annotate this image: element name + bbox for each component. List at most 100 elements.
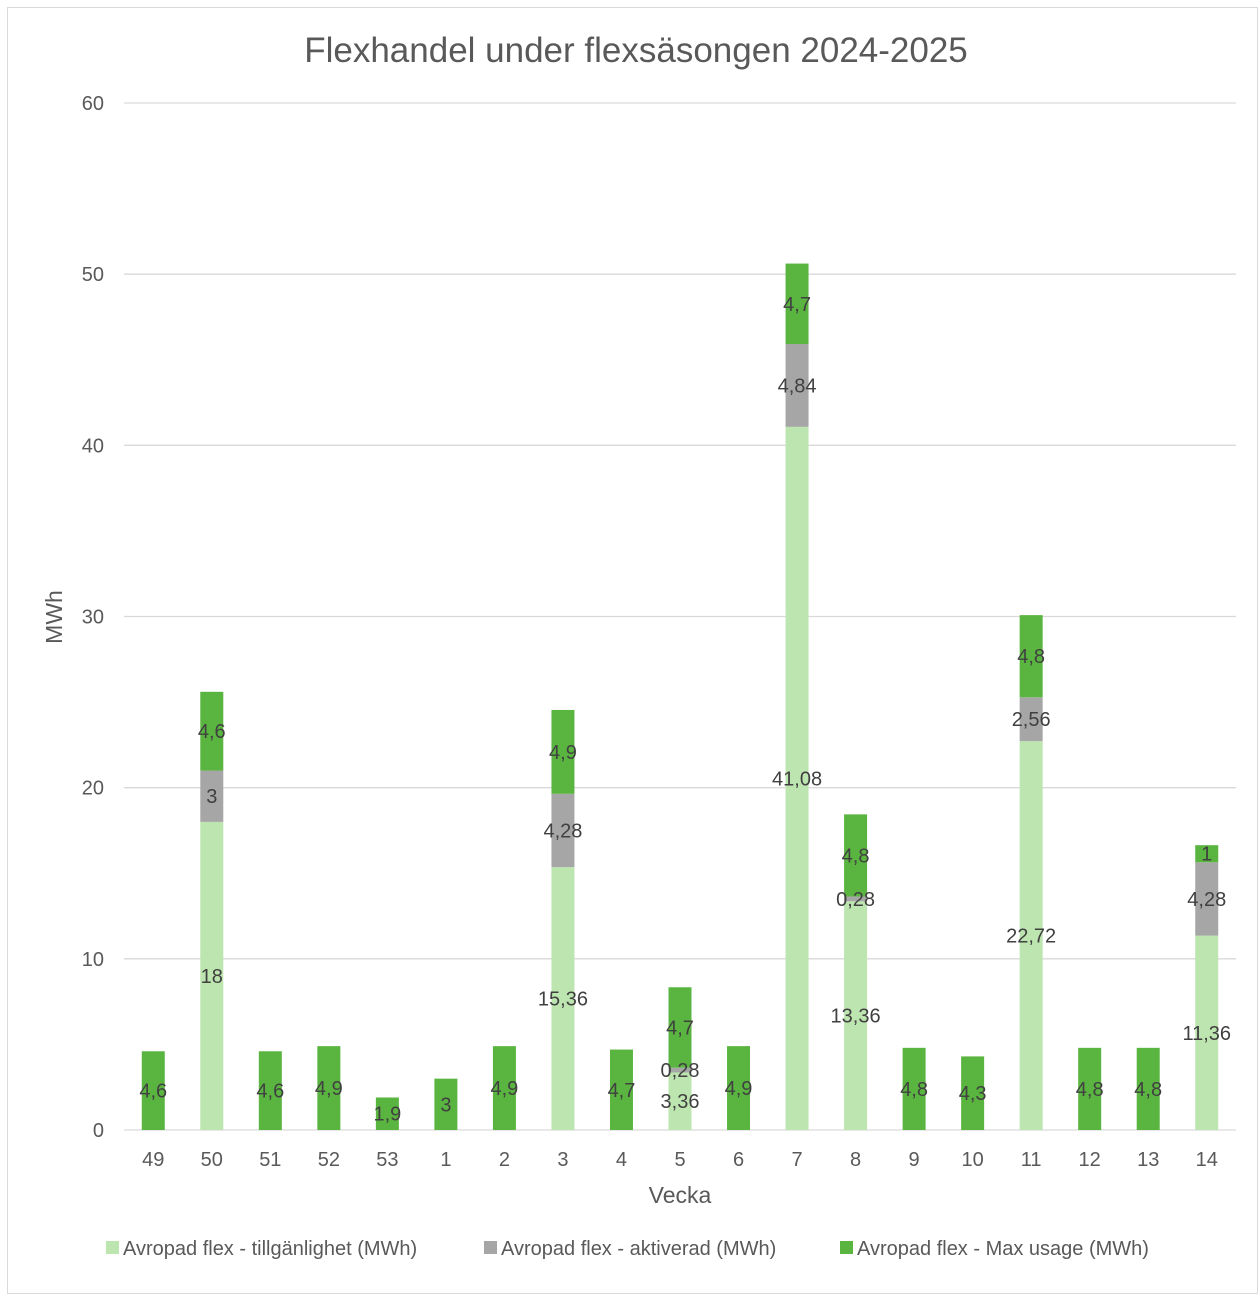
bar-segment (844, 901, 868, 1130)
x-tick-label: 7 (791, 1149, 802, 1171)
data-label: 4,7 (666, 1017, 694, 1039)
bar-segment (1195, 862, 1219, 936)
x-tick-label: 9 (909, 1149, 920, 1171)
bar-segment (1019, 697, 1043, 742)
data-label: 4,9 (491, 1078, 519, 1100)
bar-segment (1195, 935, 1219, 1130)
data-labels: 4,6 18 3 4,6 4,6 4,9 1,9 3 4,9 15,36 4,28 4,9 4,7 3,3… (139, 294, 1231, 1126)
bar-segment (551, 867, 575, 1130)
bar-segment (668, 1067, 692, 1073)
data-label: 4,3 (959, 1083, 987, 1105)
legend-swatch (484, 1241, 497, 1254)
legend-swatch (840, 1241, 853, 1254)
x-tick-label: 53 (376, 1149, 398, 1171)
data-label: 13,36 (831, 1006, 881, 1028)
bar-segment (1078, 1047, 1102, 1130)
legend-swatch (106, 1241, 119, 1254)
data-label: 4,8 (1076, 1079, 1104, 1101)
bar-segment (844, 896, 868, 902)
bar-segment (200, 770, 224, 822)
data-label: 4,6 (256, 1081, 284, 1103)
bar-segment (258, 1051, 282, 1130)
chart-title: Flexhandel under flexsäsongen 2024-2025 (304, 31, 968, 70)
data-label: 4,9 (725, 1078, 753, 1100)
bar-segment (1019, 741, 1043, 1130)
bars (141, 263, 1219, 1131)
x-tick-label: 52 (318, 1149, 340, 1171)
x-tick-label: 4 (616, 1149, 627, 1171)
y-tick-label: 30 (82, 607, 104, 629)
bar-segment (141, 1051, 165, 1130)
bar-segment (785, 344, 809, 427)
x-tick-label: 11 (1021, 1149, 1042, 1171)
data-label: 4,6 (139, 1081, 167, 1103)
x-tick-label: 51 (259, 1149, 281, 1171)
data-label: 41,08 (772, 768, 822, 790)
data-label: 4,7 (783, 294, 811, 316)
y-tick-label: 20 (82, 778, 104, 800)
gridlines (124, 102, 1236, 1131)
x-tick-label: 49 (142, 1149, 164, 1171)
y-tick-label: 10 (82, 949, 104, 971)
bar-segment (551, 793, 575, 868)
bar-segment (785, 426, 809, 1131)
data-label: 4,28 (543, 820, 582, 842)
data-label: 0,28 (836, 889, 875, 911)
data-label: 3,36 (661, 1091, 700, 1113)
x-tick-label: 8 (850, 1149, 861, 1171)
bar-segment (492, 1046, 516, 1130)
bar-segment (609, 1049, 633, 1130)
x-tick-label: 2 (499, 1149, 510, 1171)
data-label: 4,8 (842, 845, 870, 867)
data-label: 3 (440, 1094, 451, 1116)
data-label: 4,6 (198, 721, 226, 743)
y-axis-label: MWh (41, 590, 67, 644)
data-label: 1,9 (373, 1104, 401, 1126)
bar-segment (1195, 845, 1219, 863)
bar-segment (200, 691, 224, 771)
legend-label: Avropad flex - Max usage (MWh) (857, 1238, 1149, 1260)
x-tick-label: 6 (733, 1149, 744, 1171)
x-axis-label: Vecka (649, 1182, 712, 1208)
y-tick-label: 60 (82, 93, 104, 115)
data-label: 1 (1201, 844, 1212, 866)
legend-label: Avropad flex - tillgänlighet (MWh) (123, 1238, 417, 1260)
data-label: 0,28 (661, 1060, 700, 1082)
data-label: 4,84 (778, 375, 817, 397)
data-label: 4,8 (900, 1079, 928, 1101)
data-label: 4,9 (315, 1078, 343, 1100)
x-tick-label: 1 (440, 1149, 451, 1171)
data-label: 2,56 (1012, 709, 1051, 731)
bar-segment (200, 821, 224, 1130)
bar-segment (902, 1047, 926, 1130)
bar-segment (434, 1078, 458, 1130)
data-label: 4,28 (1187, 889, 1226, 911)
y-tick-label: 40 (82, 435, 104, 457)
x-tick-label: 14 (1196, 1149, 1218, 1171)
bar-segment (668, 987, 692, 1068)
y-axis-ticks: 0 10 20 30 40 50 60 (82, 93, 104, 1142)
data-label: 22,72 (1006, 926, 1056, 948)
bar-segment (844, 814, 868, 897)
y-tick-label: 50 (82, 264, 104, 286)
bar-segment (1019, 615, 1043, 698)
x-tick-label: 50 (201, 1149, 223, 1171)
bar-segment (317, 1046, 341, 1130)
legend-label: Avropad flex - aktiverad (MWh) (501, 1238, 776, 1260)
data-label: 18 (201, 966, 223, 988)
bar-segment (961, 1056, 985, 1130)
x-tick-label: 10 (962, 1149, 984, 1171)
data-label: 11,36 (1182, 1023, 1231, 1045)
data-label: 4,8 (1017, 646, 1045, 668)
data-label: 4,7 (608, 1080, 636, 1102)
bar-segment (668, 1072, 692, 1130)
x-tick-label: 3 (557, 1149, 568, 1171)
x-tick-label: 13 (1137, 1149, 1159, 1171)
chart-frame (7, 7, 1258, 1294)
bar-segment (375, 1097, 399, 1130)
bar-segment (1136, 1047, 1160, 1130)
data-label: 4,8 (1134, 1079, 1162, 1101)
bar-segment (727, 1046, 751, 1130)
x-tick-label: 12 (1079, 1149, 1101, 1171)
